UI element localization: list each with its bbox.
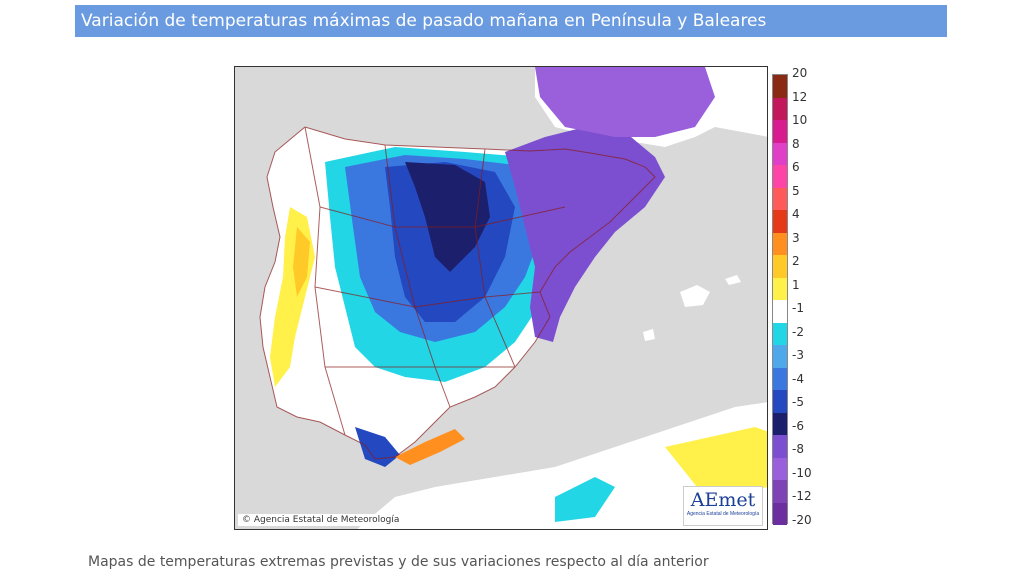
legend-color-2 [773,120,787,143]
legend-color-19 [773,502,787,525]
legend-color-16 [773,435,787,458]
legend-label: 3 [792,230,800,245]
color-scale-labels: 20 12 10 8 6 5 4 3 2 1 -1 -2 -3 -4 -5 -6 -8 -10 -12 -20 [792,66,832,532]
legend-label: -10 [792,465,812,480]
south-warm [395,429,465,465]
map-canvas [235,67,767,529]
legend-label: 5 [792,183,800,198]
legend-label: 10 [792,113,808,127]
legend-label: -5 [792,395,804,409]
page-title: Variación de temperaturas máximas de pas… [81,11,767,31]
legend-color-14 [773,390,787,413]
color-scale-legend [772,74,788,525]
legend-color-13 [773,367,787,390]
logo-subtitle: Agencia Estatal de Meteorología [686,511,760,517]
legend-label: -4 [792,371,804,386]
mallorca [680,285,710,307]
legend-color-6 [773,210,787,233]
legend-label: 12 [792,89,808,104]
legend-color-4 [773,165,787,188]
legend-color-8 [773,255,787,278]
legend-label: 20 [792,66,808,80]
legend-label: -20 [792,512,812,527]
north-africa-cool [555,477,615,522]
legend-label: 2 [792,254,800,268]
portugal-warm-core [293,227,310,297]
page-header: Variación de temperaturas máximas de pas… [75,5,947,37]
legend-color-0 [773,75,787,98]
legend-color-7 [773,232,787,255]
legend-label: 4 [792,207,800,221]
legend-label: 6 [792,160,800,174]
logo-wordmark: AEmet [690,489,756,511]
legend-label: -1 [792,301,804,315]
legend-color-12 [773,345,787,368]
extreme-cold-core [405,162,490,272]
legend-color-17 [773,457,787,480]
legend-label: -3 [792,348,804,362]
menorca [725,275,741,285]
legend-color-3 [773,142,787,165]
ibiza [643,329,655,341]
legend-color-15 [773,412,787,435]
legend-label: -8 [792,442,804,456]
legend-label: 1 [792,277,800,292]
aemet-logo: AEmet Agencia Estatal de Meteorología [683,486,763,526]
purple-zone [505,127,665,342]
legend-label: -2 [792,324,804,339]
north-africa-warm [665,427,767,497]
legend-color-18 [773,480,787,503]
legend-label: -6 [792,418,804,433]
legend-color-10 [773,300,787,323]
north-africa-land [357,402,767,529]
legend-color-11 [773,322,787,345]
map-caption: Mapas de temperaturas extremas previstas… [88,554,709,570]
legend-label: -12 [792,489,812,503]
temperature-variation-map: © Agencia Estatal de Meteorología AEmet … [234,66,768,530]
south-cold [355,427,400,467]
legend-label: 8 [792,136,800,151]
legend-color-1 [773,97,787,120]
legend-color-5 [773,187,787,210]
region-borders [259,126,656,460]
purple-france [535,67,715,137]
copyright-notice: © Agencia Estatal de Meteorología [238,514,404,526]
legend-color-9 [773,277,787,300]
